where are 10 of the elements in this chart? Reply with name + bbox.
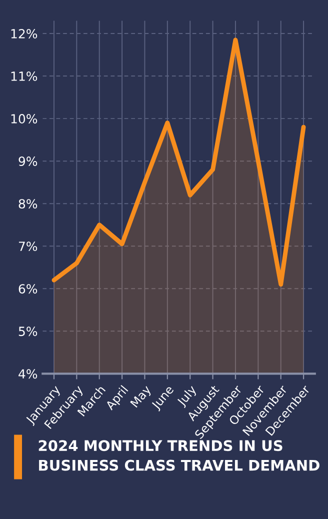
y-tick-label: 7% <box>18 242 38 252</box>
text: 2024 MONTHLY TRENDS IN US BUSINESS CLASS TRAVEL DEMAND <box>38 440 320 471</box>
y-tick-label: 11% <box>11 72 38 81</box>
y-tick-label: 12% <box>11 28 38 38</box>
y-tick-label: 9% <box>18 156 38 166</box>
y-tick-label: 8% <box>18 199 38 209</box>
y-tick-label: 6% <box>18 284 38 294</box>
y-tick-label: 10% <box>11 114 38 124</box>
y-tick-label: 4% <box>18 369 38 379</box>
y-tick-label: 5% <box>18 326 38 336</box>
